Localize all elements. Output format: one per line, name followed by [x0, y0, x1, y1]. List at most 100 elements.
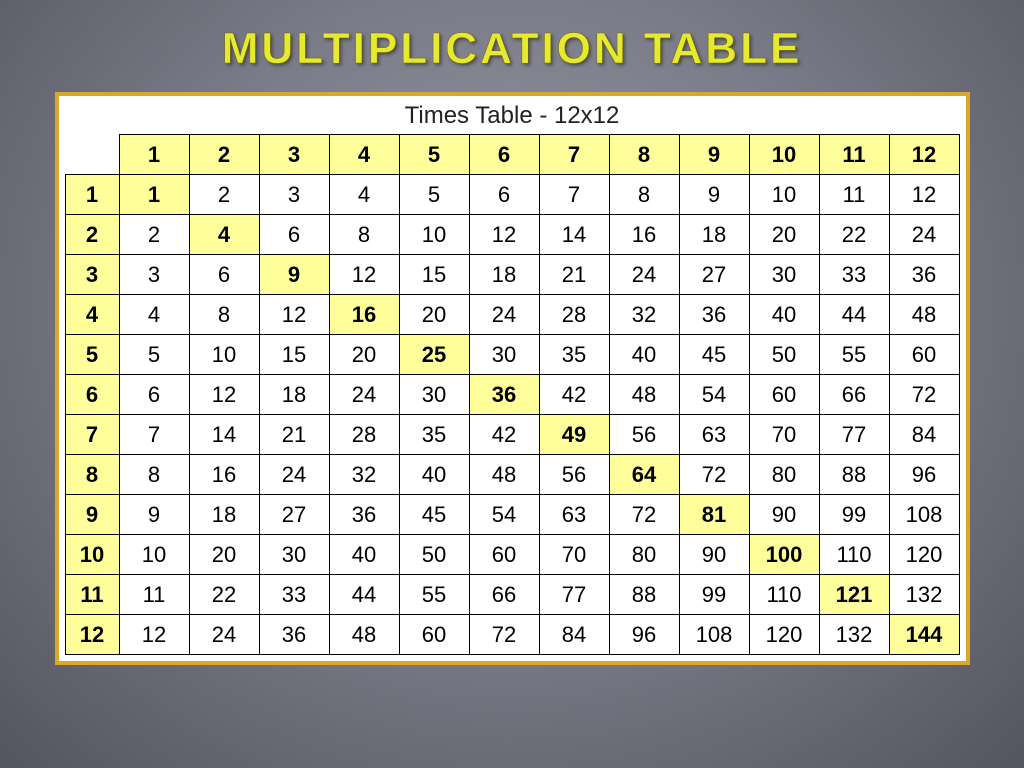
col-header: 3: [259, 135, 329, 175]
table-row: 10102030405060708090100110120: [65, 535, 959, 575]
cell: 120: [749, 615, 819, 655]
cell: 16: [609, 215, 679, 255]
cell: 27: [259, 495, 329, 535]
col-header: 10: [749, 135, 819, 175]
cell: 6: [259, 215, 329, 255]
cell: 63: [679, 415, 749, 455]
cell: 55: [819, 335, 889, 375]
cell: 84: [539, 615, 609, 655]
cell: 20: [749, 215, 819, 255]
cell: 20: [399, 295, 469, 335]
cell: 72: [609, 495, 679, 535]
cell: 8: [329, 215, 399, 255]
cell: 48: [469, 455, 539, 495]
table-row: 224681012141618202224: [65, 215, 959, 255]
cell: 21: [259, 415, 329, 455]
cell: 121: [819, 575, 889, 615]
cell: 14: [539, 215, 609, 255]
cell: 45: [399, 495, 469, 535]
cell: 33: [819, 255, 889, 295]
cell: 16: [329, 295, 399, 335]
cell: 7: [539, 175, 609, 215]
table-wrap: Times Table - 12x12 12345678910111211234…: [59, 96, 966, 661]
cell: 10: [749, 175, 819, 215]
cell: 10: [189, 335, 259, 375]
cell: 18: [259, 375, 329, 415]
cell: 3: [119, 255, 189, 295]
cell: 12: [889, 175, 959, 215]
row-header: 1: [65, 175, 119, 215]
cell: 10: [119, 535, 189, 575]
cell: 4: [119, 295, 189, 335]
cell: 21: [539, 255, 609, 295]
cell: 49: [539, 415, 609, 455]
cell: 32: [609, 295, 679, 335]
cell: 66: [469, 575, 539, 615]
cell: 36: [679, 295, 749, 335]
cell: 11: [119, 575, 189, 615]
col-header: 2: [189, 135, 259, 175]
row-header: 3: [65, 255, 119, 295]
cell: 36: [329, 495, 399, 535]
cell: 56: [539, 455, 609, 495]
cell: 9: [259, 255, 329, 295]
cell: 40: [399, 455, 469, 495]
cell: 44: [819, 295, 889, 335]
cell: 36: [259, 615, 329, 655]
cell: 54: [469, 495, 539, 535]
row-header: 6: [65, 375, 119, 415]
table-row: 1123456789101112: [65, 175, 959, 215]
cell: 88: [609, 575, 679, 615]
cell: 50: [399, 535, 469, 575]
cell: 12: [329, 255, 399, 295]
cell: 20: [189, 535, 259, 575]
cell: 80: [609, 535, 679, 575]
cell: 12: [189, 375, 259, 415]
table-row: 11112233445566778899110121132: [65, 575, 959, 615]
cell: 3: [259, 175, 329, 215]
table-row: 551015202530354045505560: [65, 335, 959, 375]
row-header: 12: [65, 615, 119, 655]
multiplication-table: 1234567891011121123456789101112224681012…: [65, 134, 960, 655]
cell: 36: [889, 255, 959, 295]
table-caption: Times Table - 12x12: [65, 100, 960, 134]
row-header: 11: [65, 575, 119, 615]
cell: 36: [469, 375, 539, 415]
col-header: 11: [819, 135, 889, 175]
cell: 25: [399, 335, 469, 375]
cell: 84: [889, 415, 959, 455]
table-row: 881624324048566472808896: [65, 455, 959, 495]
cell: 54: [679, 375, 749, 415]
cell: 35: [399, 415, 469, 455]
cell: 132: [819, 615, 889, 655]
cell: 2: [119, 215, 189, 255]
row-header: 8: [65, 455, 119, 495]
cell: 30: [259, 535, 329, 575]
cell: 4: [189, 215, 259, 255]
cell: 88: [819, 455, 889, 495]
cell: 22: [819, 215, 889, 255]
cell: 110: [749, 575, 819, 615]
cell: 9: [119, 495, 189, 535]
cell: 42: [469, 415, 539, 455]
corner-cell: [65, 135, 119, 175]
table-row: 44812162024283236404448: [65, 295, 959, 335]
cell: 72: [889, 375, 959, 415]
cell: 5: [119, 335, 189, 375]
cell: 42: [539, 375, 609, 415]
table-row: 9918273645546372819099108: [65, 495, 959, 535]
cell: 64: [609, 455, 679, 495]
cell: 33: [259, 575, 329, 615]
row-header: 5: [65, 335, 119, 375]
cell: 80: [749, 455, 819, 495]
col-header: 8: [609, 135, 679, 175]
cell: 48: [889, 295, 959, 335]
cell: 48: [609, 375, 679, 415]
cell: 27: [679, 255, 749, 295]
cell: 77: [819, 415, 889, 455]
table-row: 3369121518212427303336: [65, 255, 959, 295]
cell: 24: [329, 375, 399, 415]
cell: 60: [749, 375, 819, 415]
cell: 8: [609, 175, 679, 215]
cell: 24: [469, 295, 539, 335]
